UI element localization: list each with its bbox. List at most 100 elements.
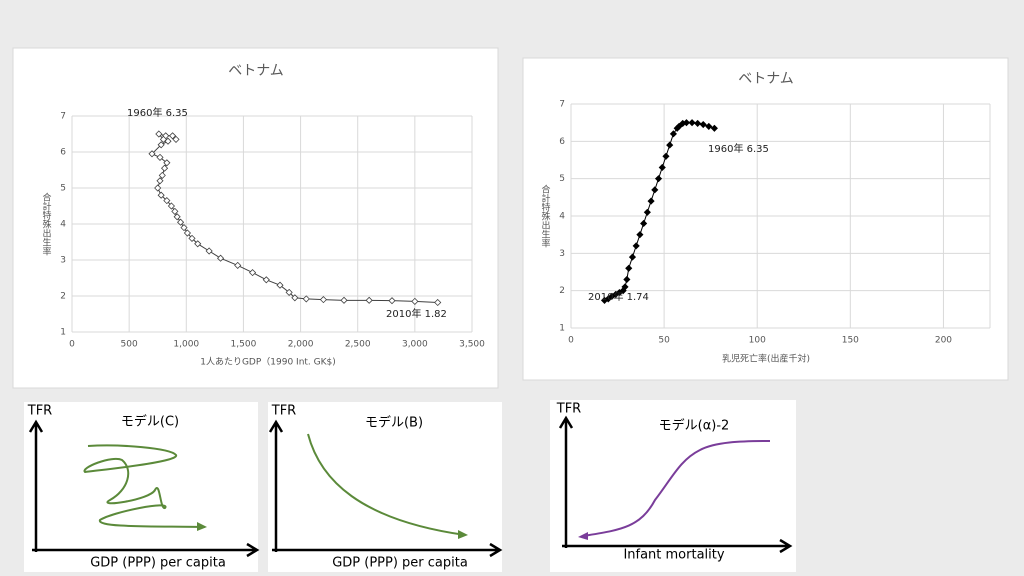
y-tick-label: 7 [60, 112, 66, 122]
data-point [319, 296, 327, 304]
arrowhead [197, 522, 207, 531]
x-tick-label: 150 [842, 336, 859, 346]
data-point [205, 247, 213, 255]
x-axis-label: 乳児死亡率(出産千対) [722, 353, 810, 365]
y-tick-label: 6 [559, 137, 565, 147]
data-point [612, 290, 620, 298]
curve [83, 444, 206, 528]
chart-title: ベトナム [228, 63, 284, 79]
y-tick-label: 4 [559, 212, 565, 222]
y-axis-label: 合計特殊出生率 [41, 191, 52, 256]
data-point [643, 208, 651, 216]
x-tick-label: 0 [69, 340, 75, 350]
data-point [669, 130, 677, 138]
data-point [636, 231, 644, 239]
data-point [154, 184, 162, 192]
data-point [604, 295, 612, 303]
data-point [167, 202, 175, 210]
diagram-title: モデル(C) [121, 414, 179, 430]
y-tick-label: 4 [60, 220, 66, 230]
arrowhead [578, 532, 588, 540]
data-point [194, 240, 202, 248]
axes [558, 415, 793, 554]
axis-label: TFR [556, 402, 581, 417]
data-point [632, 242, 640, 250]
data-point [340, 296, 348, 304]
x-tick-label: 2,500 [345, 340, 371, 350]
data-point [619, 287, 627, 295]
chart-panel [522, 57, 1009, 381]
data-point [651, 186, 659, 194]
data-point [666, 141, 674, 149]
data-point [276, 281, 284, 289]
chart-panel [12, 47, 499, 389]
x-tick-label: 3,000 [402, 340, 428, 350]
data-point [434, 298, 442, 307]
data-point [158, 171, 166, 179]
x-tick-label: 3,500 [459, 340, 485, 350]
data-point [234, 261, 242, 269]
data-point [699, 120, 707, 129]
y-tick-label: 3 [559, 249, 565, 259]
y-axis-label: 合計特殊出生率 [540, 183, 551, 248]
diagram-panel [550, 400, 796, 572]
x-tick-label: 2,000 [288, 340, 314, 350]
curve [582, 440, 771, 537]
x-tick-label: 1,500 [231, 340, 257, 350]
data-point [654, 175, 663, 183]
data-point [662, 152, 670, 160]
diagram-title: モデル(B) [365, 415, 423, 431]
data-point [157, 191, 165, 199]
data-point [694, 119, 702, 127]
diagram: TFR モデル(α)-2 Infant mortality [550, 400, 796, 572]
annotation: 2010年 1.74 [588, 290, 649, 303]
data-point [180, 224, 188, 232]
data-point [157, 141, 165, 149]
data-point [156, 177, 164, 185]
axis-label: Infant mortality [623, 548, 724, 563]
data-point [600, 296, 609, 304]
y-tick-label: 7 [559, 100, 565, 110]
data-point [163, 159, 171, 167]
x-tick-label: 500 [121, 340, 138, 350]
diagram-title: モデル(α)-2 [659, 418, 730, 434]
data-point [640, 219, 648, 228]
data-point [411, 297, 419, 305]
data-point [285, 288, 293, 296]
data-point [628, 253, 637, 261]
x-tick-label: 100 [749, 336, 766, 346]
data-point [388, 297, 396, 305]
y-tick-label: 1 [559, 324, 565, 334]
chart-title: ベトナム [738, 71, 794, 87]
data-point [679, 119, 687, 127]
curve [307, 433, 466, 536]
data-point [249, 269, 257, 277]
y-tick-label: 6 [60, 148, 66, 158]
data-point [217, 254, 225, 262]
data-point [365, 296, 373, 304]
data-point [177, 218, 185, 226]
annotation: 1960年 6.35 [708, 142, 769, 155]
data-point [302, 295, 310, 303]
annotation: 1960年 6.35 [127, 106, 188, 119]
data-point [647, 197, 655, 205]
data-point [159, 135, 167, 143]
x-axis-label: 1人あたりGDP（1990 Int. GK$) [200, 357, 336, 368]
data-point [608, 292, 616, 300]
y-tick-label: 5 [559, 174, 565, 184]
arrowhead [458, 530, 468, 539]
axis-label: TFR [27, 404, 52, 419]
x-tick-label: 50 [658, 336, 670, 346]
data-point [705, 122, 713, 130]
data-point [291, 294, 299, 302]
data-point [172, 135, 180, 143]
data-point [163, 197, 171, 205]
axis-label: GDP (PPP) per capita [90, 556, 226, 571]
data-point [188, 234, 196, 242]
data-point [173, 213, 181, 221]
data-point [148, 150, 156, 158]
annotation: 2010年 1.82 [386, 307, 447, 320]
axes [268, 419, 503, 558]
